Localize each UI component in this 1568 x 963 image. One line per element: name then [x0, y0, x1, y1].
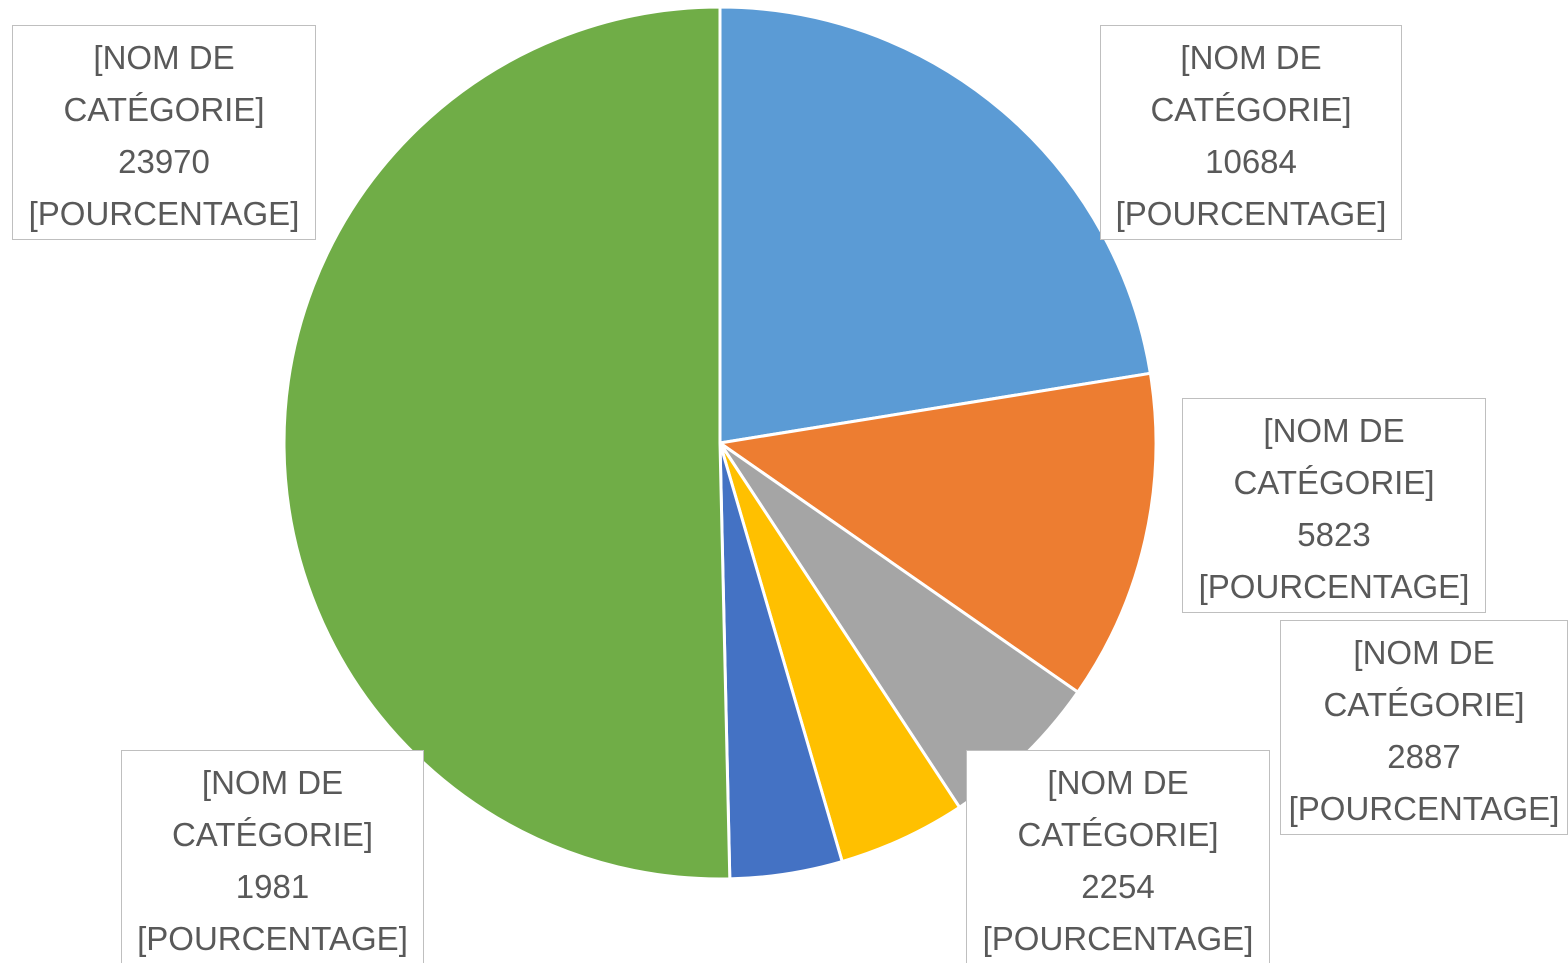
percentage-label: [POURCENTAGE] — [137, 920, 408, 957]
percentage-label: [POURCENTAGE] — [1198, 568, 1470, 605]
category-label: [NOM DE CATÉGORIE] — [1150, 39, 1352, 128]
category-label: [NOM DE CATÉGORIE] — [1233, 412, 1435, 501]
category-label: [NOM DE CATÉGORIE] — [171, 764, 374, 853]
value-label: 5823 — [1297, 516, 1371, 553]
category-label: [NOM DE CATÉGORIE] — [1323, 634, 1525, 723]
pie-slice — [718, 5, 1153, 445]
data-label: [NOM DE CATÉGORIE] 5823 [POURCENTAGE] — [1182, 398, 1486, 613]
data-label: [NOM DE CATÉGORIE] 1981 [POURCENTAGE] — [121, 750, 424, 963]
value-label: 10684 — [1205, 143, 1297, 180]
data-label: [NOM DE CATÉGORIE] 2887 [POURCENTAGE] — [1280, 620, 1568, 835]
data-label: [NOM DE CATÉGORIE] 2254 [POURCENTAGE] — [966, 750, 1270, 963]
value-label: 1981 — [235, 868, 310, 905]
value-label: 2254 — [1081, 868, 1155, 905]
data-label: [NOM DE CATÉGORIE] 23970 [POURCENTAGE] — [12, 25, 316, 240]
percentage-label: [POURCENTAGE] — [982, 920, 1254, 957]
category-label: [NOM DE CATÉGORIE] — [63, 39, 265, 128]
percentage-label: [POURCENTAGE] — [28, 195, 300, 232]
data-label: [NOM DE CATÉGORIE] 10684 [POURCENTAGE] — [1100, 25, 1402, 240]
value-label: 23970 — [118, 143, 210, 180]
pie-slice — [716, 371, 1158, 695]
pie-slice — [282, 5, 732, 881]
value-label: 2887 — [1387, 738, 1461, 775]
percentage-label: [POURCENTAGE] — [1115, 195, 1387, 232]
percentage-label: [POURCENTAGE] — [1288, 790, 1560, 827]
category-label: [NOM DE CATÉGORIE] — [1017, 764, 1219, 853]
